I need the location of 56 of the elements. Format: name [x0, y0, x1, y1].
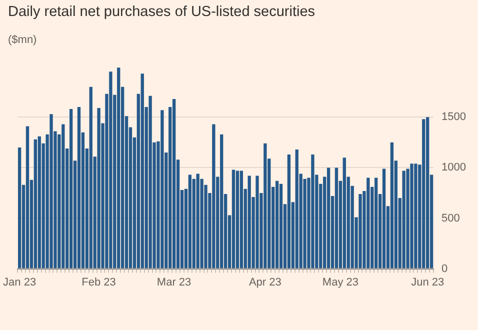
bar [34, 139, 37, 268]
bar [366, 178, 370, 268]
bar [390, 142, 394, 268]
chart-subtitle: ($mn) [8, 34, 37, 46]
bar [256, 176, 259, 268]
bar [18, 147, 22, 268]
bar [402, 170, 406, 268]
bar [97, 108, 100, 268]
bar [236, 170, 240, 268]
bar [358, 194, 362, 268]
bar [117, 68, 120, 268]
bar [248, 176, 251, 268]
bar [311, 154, 314, 268]
bar [212, 124, 216, 268]
bar [140, 74, 144, 268]
bar [275, 180, 279, 268]
bar [196, 174, 200, 268]
bar [220, 134, 224, 268]
bar [77, 107, 81, 268]
y-tick-label: 1000 [442, 162, 466, 174]
x-tick-label: Feb 23 [82, 276, 116, 288]
bar [62, 124, 65, 268]
chart-title: Daily retail net purchases of US-listed securities [8, 4, 316, 20]
y-tick-label: 500 [442, 212, 460, 224]
bar [279, 184, 283, 268]
bar [109, 72, 112, 268]
bar [382, 168, 386, 268]
bar [295, 150, 298, 268]
bar [232, 170, 236, 268]
y-tick-label: 1500 [442, 111, 466, 124]
bar [188, 174, 192, 268]
y-tick-label: 0 [442, 262, 448, 275]
bar [264, 143, 267, 268]
bar [69, 109, 73, 268]
bar [426, 117, 430, 268]
bar [26, 126, 30, 268]
bar [342, 158, 346, 268]
bar [38, 136, 41, 268]
bar [160, 110, 164, 268]
bar [148, 96, 152, 268]
x-tick-label: Jan 23 [3, 276, 36, 288]
x-tick-label: May 23 [322, 276, 358, 288]
bar [410, 164, 414, 268]
bar [326, 168, 330, 268]
x-tick-label: Mar 23 [156, 276, 192, 288]
bar [414, 164, 418, 268]
x-tick-label: Apr 23 [248, 276, 282, 288]
x-tick-label: Jun 23 [411, 276, 444, 288]
bar [172, 98, 176, 268]
bar [334, 168, 338, 268]
bar [50, 114, 53, 268]
bar [374, 178, 378, 268]
bar [422, 119, 426, 268]
bar [89, 86, 92, 268]
bar [240, 170, 243, 268]
bar [287, 154, 291, 268]
